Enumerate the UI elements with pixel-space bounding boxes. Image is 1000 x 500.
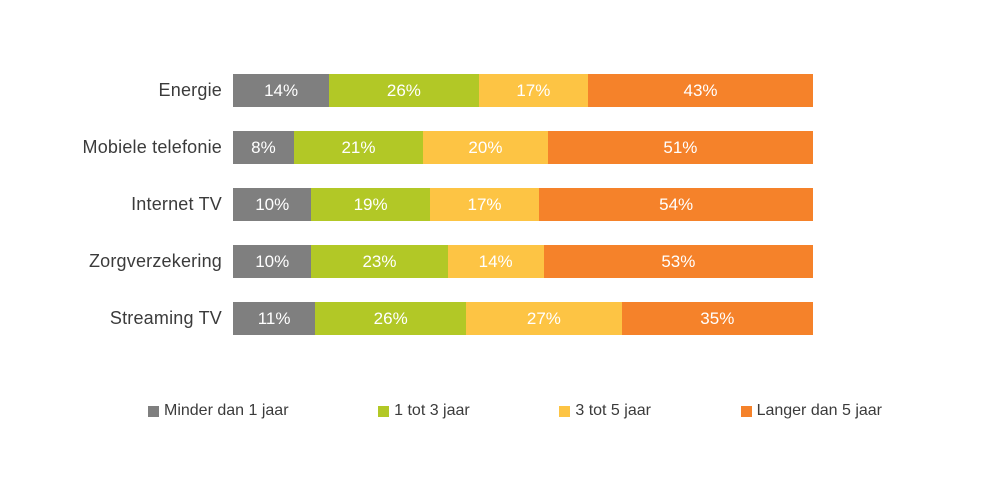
segment-value-label: 20% — [468, 137, 503, 157]
segment-value-label: 19% — [353, 194, 388, 214]
stacked-bar: 10% 19% 17% 54% — [233, 188, 813, 221]
legend-swatch-icon — [148, 405, 159, 417]
legend-label: Minder dan 1 jaar — [164, 402, 289, 419]
bar-segment-3-tot-5-jaar: 17% — [429, 188, 540, 221]
legend-label: 1 tot 3 jaar — [394, 402, 470, 419]
segment-value-label: 17% — [467, 194, 502, 214]
chart-row-internet-tv: Internet TV 10% 19% 17% 54% — [40, 188, 813, 221]
segment-value-label: 53% — [661, 251, 696, 271]
segment-value-label: 21% — [341, 137, 376, 157]
segment-value-label: 11% — [257, 308, 291, 328]
stacked-bar: 14% 26% 17% 43% — [233, 74, 813, 107]
bar-segment-3-tot-5-jaar: 20% — [423, 131, 548, 164]
legend-item-minder-dan-1-jaar: Minder dan 1 jaar — [148, 402, 289, 420]
bar-segment-langer-dan-5-jaar: 53% — [543, 245, 813, 278]
stacked-bar: 8% 21% 20% 51% — [233, 131, 814, 164]
bar-segment-minder-dan-1-jaar: 14% — [233, 74, 330, 107]
segment-value-label: 10% — [255, 251, 290, 271]
bar-segment-3-tot-5-jaar: 27% — [466, 302, 622, 335]
segment-value-label: 26% — [386, 80, 421, 100]
legend-swatch-icon — [378, 405, 390, 417]
bar-segment-langer-dan-5-jaar: 54% — [539, 188, 813, 221]
segment-value-label: 54% — [659, 194, 694, 214]
bar-segment-3-tot-5-jaar: 14% — [447, 245, 544, 278]
category-label: Zorgverzekering — [88, 251, 222, 271]
category-label: Mobiele telefonie — [82, 137, 222, 157]
legend-swatch-icon — [740, 405, 752, 417]
legend-item-1-tot-3-jaar: 1 tot 3 jaar — [378, 402, 470, 420]
bar-segment-3-tot-5-jaar: 17% — [478, 74, 589, 107]
legend-item-langer-dan-5-jaar: Langer dan 5 jaar — [740, 402, 882, 420]
legend-swatch-icon — [559, 405, 571, 417]
bar-segment-1-tot-3-jaar: 26% — [315, 302, 467, 335]
segment-value-label: 26% — [373, 308, 408, 328]
legend: Minder dan 1 jaar 1 tot 3 jaar 3 tot 5 j… — [148, 402, 882, 420]
bar-segment-1-tot-3-jaar: 21% — [293, 131, 424, 164]
bar-segment-1-tot-3-jaar: 26% — [329, 74, 479, 107]
segment-value-label: 10% — [255, 194, 290, 214]
chart-row-energie: Energie 14% 26% 17% 43% — [40, 74, 813, 107]
bar-segment-minder-dan-1-jaar: 10% — [233, 245, 312, 278]
stacked-bar: 10% 23% 14% 53% — [233, 245, 813, 278]
bar-segment-1-tot-3-jaar: 23% — [311, 245, 448, 278]
category-label: Streaming TV — [109, 308, 222, 328]
segment-value-label: 14% — [478, 251, 513, 271]
bar-segment-1-tot-3-jaar: 19% — [311, 188, 430, 221]
chart-row-zorgverzekering: Zorgverzekering 10% 23% 14% 53% — [40, 245, 813, 278]
segment-value-label: 14% — [264, 80, 299, 100]
stacked-bar: 11% 26% 27% 35% — [233, 302, 813, 335]
bar-segment-minder-dan-1-jaar: 11% — [233, 302, 316, 335]
chart-row-streaming-tv: Streaming TV 11% 26% 27% 35% — [40, 302, 813, 335]
bar-segment-langer-dan-5-jaar: 43% — [588, 74, 813, 107]
segment-value-label: 27% — [526, 308, 561, 328]
segment-value-label: 8% — [251, 137, 276, 157]
chart-row-mobiele-telefonie: Mobiele telefonie 8% 21% 20% 51% — [40, 131, 814, 164]
legend-item-3-tot-5-jaar: 3 tot 5 jaar — [559, 402, 651, 420]
bar-segment-minder-dan-1-jaar: 10% — [233, 188, 312, 221]
legend-label: 3 tot 5 jaar — [575, 402, 651, 419]
bar-segment-minder-dan-1-jaar: 8% — [233, 131, 294, 164]
segment-value-label: 35% — [700, 308, 735, 328]
segment-value-label: 43% — [683, 80, 718, 100]
category-label: Internet TV — [131, 194, 222, 214]
bar-segment-langer-dan-5-jaar: 51% — [547, 131, 814, 164]
segment-value-label: 17% — [516, 80, 551, 100]
bar-segment-langer-dan-5-jaar: 35% — [621, 302, 813, 335]
stacked-bar-chart: Energie 14% 26% 17% 43% Mobiele telefoni… — [40, 74, 814, 335]
segment-value-label: 51% — [663, 137, 698, 157]
segment-value-label: 23% — [362, 251, 397, 271]
category-label: Energie — [158, 80, 222, 100]
legend-label: Langer dan 5 jaar — [756, 402, 882, 419]
